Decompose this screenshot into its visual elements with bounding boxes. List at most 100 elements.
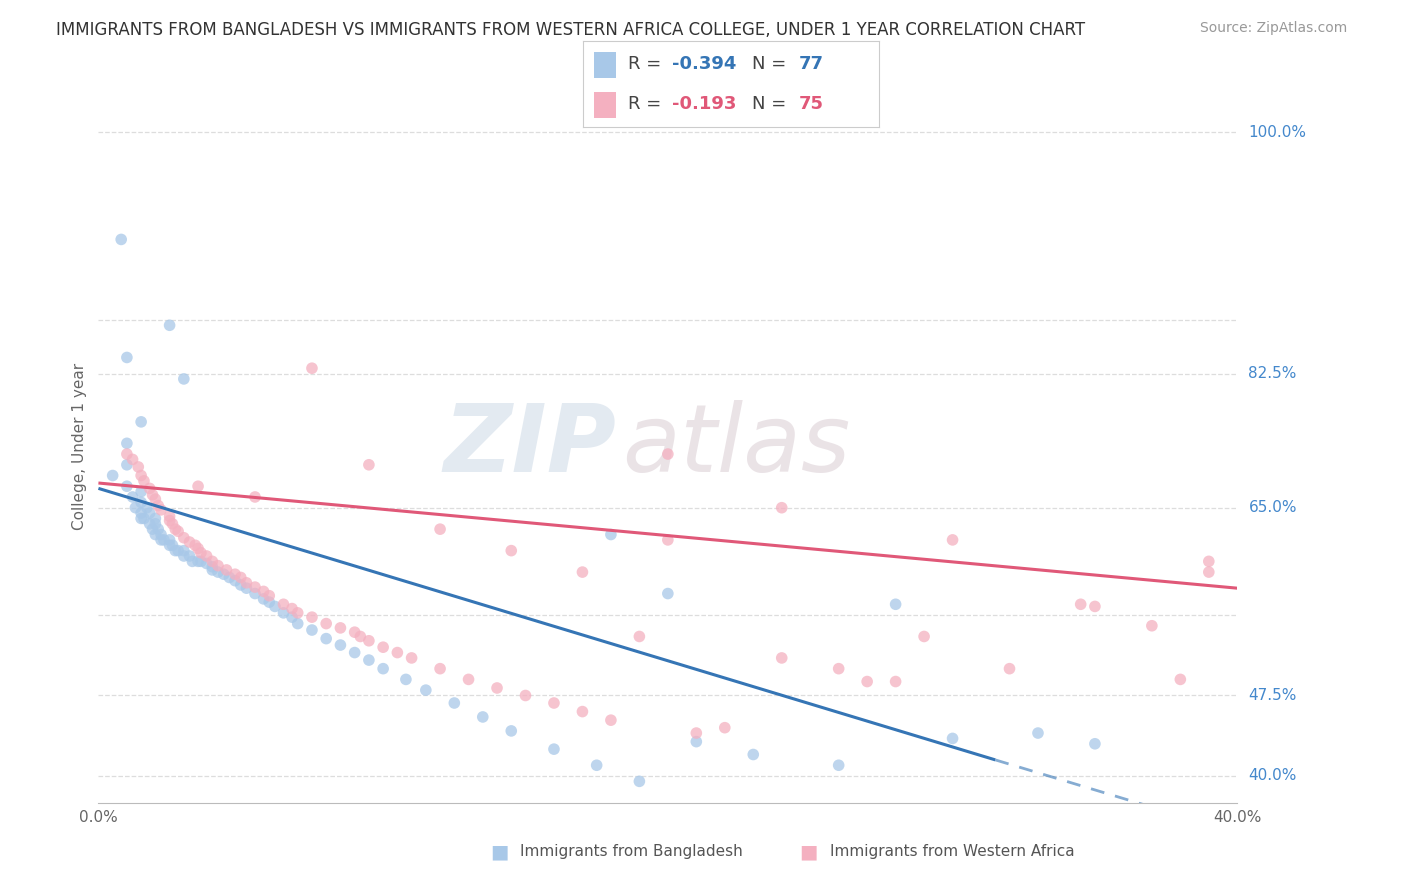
Point <box>714 721 737 735</box>
Point <box>201 563 224 577</box>
Point <box>243 580 266 594</box>
Point <box>471 710 494 724</box>
Bar <box>593 93 616 118</box>
Point <box>115 351 138 365</box>
Point <box>942 533 965 547</box>
Point <box>218 570 240 584</box>
Point <box>187 554 209 568</box>
Point <box>115 447 138 461</box>
Point <box>235 575 257 590</box>
Text: N =: N = <box>752 55 792 73</box>
Point <box>187 541 209 556</box>
Point <box>349 630 371 644</box>
Text: atlas: atlas <box>623 401 851 491</box>
Text: -0.394: -0.394 <box>672 55 737 73</box>
Point <box>252 584 274 599</box>
Point <box>315 616 337 631</box>
Point <box>145 527 167 541</box>
Point <box>343 625 366 640</box>
Point <box>224 567 246 582</box>
Point <box>135 500 157 515</box>
Point <box>329 638 352 652</box>
Point <box>121 490 143 504</box>
Point <box>486 681 509 695</box>
Text: 40.0%: 40.0% <box>1249 769 1296 783</box>
Point <box>165 543 187 558</box>
Point <box>828 662 851 676</box>
Point <box>942 731 965 746</box>
Point <box>138 516 160 531</box>
Point <box>229 570 252 584</box>
Point <box>287 606 309 620</box>
Point <box>129 468 152 483</box>
Point <box>101 468 124 483</box>
Point <box>281 610 304 624</box>
Point <box>357 633 380 648</box>
Point <box>998 662 1021 676</box>
Point <box>273 597 295 611</box>
Point <box>1084 737 1107 751</box>
Point <box>201 554 224 568</box>
Point <box>212 567 235 582</box>
Point <box>159 514 181 528</box>
Point <box>828 758 851 772</box>
Point <box>129 415 152 429</box>
Point <box>173 531 195 545</box>
Point <box>243 490 266 504</box>
Point <box>127 459 149 474</box>
Point <box>195 549 218 563</box>
Text: 100.0%: 100.0% <box>1249 125 1306 140</box>
Point <box>190 546 212 560</box>
Point <box>429 522 451 536</box>
Point <box>884 674 907 689</box>
Point <box>153 533 176 547</box>
Point <box>287 616 309 631</box>
Point <box>195 557 218 571</box>
Point <box>657 533 679 547</box>
Point <box>884 597 907 611</box>
Text: 65.0%: 65.0% <box>1249 500 1296 516</box>
Point <box>201 559 224 574</box>
Point <box>429 662 451 676</box>
Point <box>1198 565 1220 579</box>
Text: Source: ZipAtlas.com: Source: ZipAtlas.com <box>1199 21 1347 36</box>
Point <box>501 723 523 738</box>
Point <box>173 372 195 386</box>
Point <box>628 630 651 644</box>
Point <box>571 705 593 719</box>
Point <box>1084 599 1107 614</box>
Point <box>235 581 257 595</box>
Point <box>129 484 152 499</box>
Point <box>273 606 295 620</box>
Point <box>167 543 190 558</box>
Point <box>373 640 395 655</box>
Point <box>264 599 287 614</box>
Text: N =: N = <box>752 95 792 113</box>
Point <box>628 774 651 789</box>
Point <box>115 436 138 450</box>
Point <box>301 623 323 637</box>
Point <box>585 758 607 772</box>
Text: R =: R = <box>627 55 666 73</box>
Point <box>252 591 274 606</box>
Point <box>259 589 281 603</box>
Text: IMMIGRANTS FROM BANGLADESH VS IMMIGRANTS FROM WESTERN AFRICA COLLEGE, UNDER 1 YE: IMMIGRANTS FROM BANGLADESH VS IMMIGRANTS… <box>56 21 1085 39</box>
Point <box>315 632 337 646</box>
Point <box>150 527 173 541</box>
Point <box>181 554 204 568</box>
Point <box>600 713 623 727</box>
Text: 75: 75 <box>799 95 824 113</box>
Point <box>115 479 138 493</box>
Point <box>770 651 793 665</box>
Point <box>132 511 155 525</box>
Point <box>162 538 184 552</box>
Point <box>173 549 195 563</box>
Point <box>501 543 523 558</box>
Point <box>167 524 190 539</box>
Point <box>129 506 152 520</box>
Point <box>184 538 207 552</box>
Text: 47.5%: 47.5% <box>1249 688 1296 703</box>
Point <box>115 458 138 472</box>
Point <box>162 516 184 531</box>
Point <box>357 458 380 472</box>
